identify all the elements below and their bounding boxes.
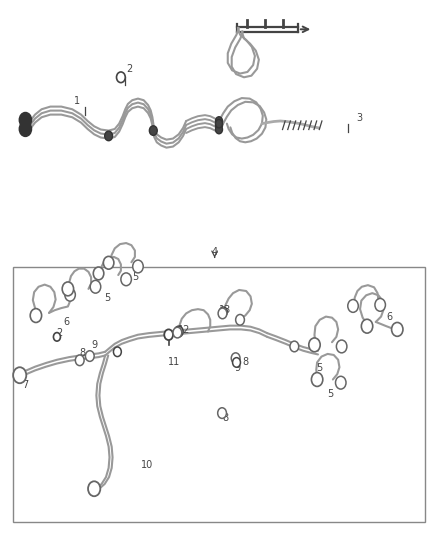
Circle shape (375, 298, 385, 311)
Circle shape (218, 308, 227, 319)
Text: 10: 10 (141, 460, 153, 470)
Text: 9: 9 (235, 363, 241, 373)
Circle shape (19, 112, 32, 127)
Text: 5: 5 (317, 363, 323, 373)
Circle shape (215, 121, 223, 130)
Bar (13, 266, 425, 522)
Text: 5: 5 (328, 390, 334, 399)
Circle shape (392, 322, 403, 336)
Text: 8: 8 (223, 414, 229, 423)
Circle shape (215, 117, 223, 125)
Circle shape (53, 333, 60, 341)
Text: 9: 9 (92, 341, 98, 350)
Text: 13: 13 (219, 305, 232, 315)
Circle shape (231, 353, 240, 364)
Circle shape (117, 72, 125, 83)
Circle shape (30, 309, 42, 322)
Circle shape (75, 355, 84, 366)
Text: 5: 5 (133, 272, 139, 282)
Circle shape (290, 341, 299, 352)
Circle shape (105, 131, 113, 141)
Circle shape (133, 260, 143, 273)
Text: 8: 8 (242, 358, 248, 367)
Circle shape (309, 338, 320, 352)
Text: 2: 2 (56, 328, 62, 338)
Circle shape (19, 122, 32, 136)
Circle shape (173, 327, 182, 338)
Circle shape (13, 367, 26, 383)
Circle shape (149, 126, 157, 135)
Circle shape (215, 125, 223, 134)
Text: 2: 2 (126, 64, 132, 74)
Circle shape (361, 319, 373, 333)
Circle shape (215, 119, 223, 128)
Circle shape (90, 280, 101, 293)
Circle shape (336, 376, 346, 389)
Text: 12: 12 (178, 326, 190, 335)
Text: 7: 7 (22, 380, 28, 390)
Text: 3: 3 (356, 114, 362, 123)
Text: 6: 6 (387, 312, 393, 322)
Circle shape (93, 267, 104, 280)
Circle shape (88, 481, 100, 496)
Circle shape (174, 326, 183, 337)
Text: 8: 8 (79, 348, 85, 358)
Circle shape (218, 408, 226, 418)
Circle shape (103, 256, 114, 269)
Circle shape (311, 373, 323, 386)
Text: 11: 11 (168, 358, 180, 367)
Circle shape (219, 307, 227, 317)
Circle shape (65, 288, 75, 301)
Circle shape (336, 340, 347, 353)
Circle shape (62, 282, 74, 296)
Circle shape (348, 300, 358, 312)
Text: 5: 5 (104, 294, 110, 303)
Circle shape (113, 347, 121, 357)
Circle shape (164, 329, 173, 340)
Text: 4: 4 (212, 247, 218, 256)
Circle shape (236, 314, 244, 325)
Circle shape (85, 351, 94, 361)
Text: 1: 1 (74, 96, 80, 106)
Circle shape (121, 273, 131, 286)
Circle shape (233, 358, 240, 367)
Text: 6: 6 (64, 318, 70, 327)
